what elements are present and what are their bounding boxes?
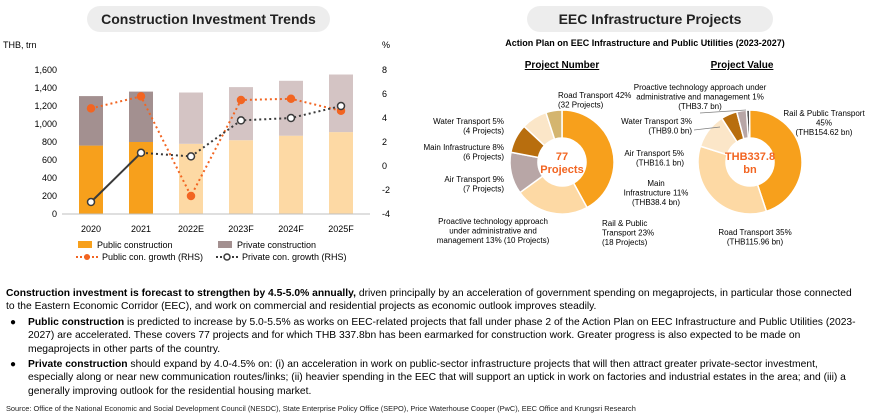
y2-tick-label: 0: [382, 161, 387, 171]
eec-subtitle: Action Plan on EEC Infrastructure and Pu…: [505, 38, 785, 48]
project-number-heading: Project Number: [525, 60, 600, 71]
bullet2-rest: should expand by 4.0-4.5% on: (i) an acc…: [28, 359, 846, 397]
number-label-rail: Rail & Public Transport 23% (18 Projects): [602, 219, 654, 247]
private-construction-paragraph: Private construction should expand by 4.…: [28, 358, 862, 398]
y-tick-label: 400: [42, 173, 57, 183]
legend-private-label: Private construction: [237, 240, 316, 250]
legend-public-growth-marker: [84, 254, 90, 260]
private-growth-point: [186, 152, 196, 161]
y2-tick-label: 2: [382, 137, 387, 147]
eec-projects-title: EEC Infrastructure Projects: [527, 6, 773, 32]
public-growth-point: [136, 92, 146, 101]
private-construction-bar: [279, 80, 303, 136]
y-tick-label: 1,400: [34, 83, 57, 93]
public-construction-bar: [229, 140, 253, 214]
project-value-slice: [697, 145, 768, 215]
number-label-proactive: Proactive technology approach under admin…: [437, 217, 550, 245]
private-growth-point: [136, 148, 146, 158]
private-construction-bar: [229, 87, 253, 141]
project-number-center: 77: [556, 151, 568, 163]
value-label-air: Air Transport 5% (THB16.1 bn): [624, 149, 684, 168]
private-growth-point: [336, 101, 346, 111]
project-value-center-unit: bn: [743, 164, 757, 176]
y2-tick-label: -4: [382, 209, 390, 219]
project-value-hole: [727, 139, 773, 185]
bullet1-rest: is predicted to increase by 5.0-5.5% as …: [28, 317, 856, 355]
value-label-rail: Rail & Public Transport 45% (THB154.62 bn): [783, 109, 865, 137]
number-label-air: Air Transport 9% (7 Projects): [444, 175, 504, 194]
public-construction-paragraph: Public construction is predicted to incr…: [28, 316, 862, 356]
y-tick-label: 1,200: [34, 101, 57, 111]
y-tick-label: 1,000: [34, 119, 57, 129]
value-label-main: Main Infrastructure 11% (THB38.4 bn): [624, 179, 689, 207]
right-axis-unit: %: [382, 40, 390, 50]
private-growth-point: [236, 116, 246, 125]
private-construction-bar: [179, 92, 203, 144]
project-number-center-unit: Projects: [540, 164, 583, 176]
x-tick-label: 2021: [131, 224, 151, 234]
public-construction-bar: [329, 132, 353, 214]
bullet-icon: ●: [10, 317, 17, 328]
private-growth-point: [286, 113, 296, 123]
y2-tick-label: -2: [382, 185, 390, 195]
bullet1-bold: Public construction: [28, 317, 125, 328]
value-label-proactive: Proactive technology approach under admin…: [634, 83, 767, 111]
investment-trends-title: Construction Investment Trends: [87, 6, 330, 32]
project-value-slice: [748, 109, 803, 213]
public-growth-point: [236, 95, 246, 105]
construction-investment-chart: THB, trn % 0 200 400 600 800 1,000 1,200 1,400 1,6…: [3, 40, 390, 262]
x-tick-label: 2023F: [228, 224, 254, 234]
private-growth-point: [86, 197, 96, 207]
y2-tick-label: 4: [382, 113, 387, 123]
project-number-slice: [544, 109, 563, 141]
intro-paragraph: Construction investment is forecast to s…: [6, 287, 862, 314]
x-tick-label: 2020: [81, 224, 101, 234]
project-number-slice: [561, 109, 615, 209]
public-growth-point: [86, 104, 96, 113]
x-tick-label: 2022E: [178, 224, 204, 234]
public-growth-point: [186, 191, 196, 201]
x-tick-label: 2025F: [328, 224, 354, 234]
number-label-water: Water Transport 5% (4 Projects): [433, 117, 504, 136]
public-construction-bar: [279, 135, 303, 214]
y-tick-label: 200: [42, 191, 57, 201]
eec-project-donuts: Action Plan on EEC Infrastructure and Pu…: [424, 38, 866, 247]
source-note: Source: Office of the National Economic …: [6, 404, 636, 413]
value-leader-line: [693, 126, 721, 131]
number-label-main: Main Infrastructure 8% (6 Projects): [424, 143, 505, 162]
project-value-heading: Project Value: [711, 60, 774, 71]
value-label-road: Road Transport 35% (THB115.96 bn): [718, 228, 791, 247]
intro-bold: Construction investment is forecast to s…: [6, 288, 356, 299]
private-construction-bar: [79, 96, 103, 146]
number-label-road: Road Transport 42% (32 Projects): [558, 91, 631, 110]
y2-tick-label: 8: [382, 65, 387, 75]
project-number-hole: [539, 139, 585, 185]
x-tick-label: 2024F: [278, 224, 304, 234]
public-growth-point: [286, 94, 296, 104]
y-tick-label: 0: [52, 209, 57, 219]
legend-private-growth-label: Private con. growth (RHS): [242, 252, 347, 262]
y2-tick-label: 6: [382, 89, 387, 99]
project-value-center: THB337.8: [725, 151, 775, 163]
public-growth-line: [90, 95, 342, 199]
legend-private-growth-marker: [223, 253, 231, 261]
bullet-icon: ●: [10, 359, 17, 370]
legend-public-growth-label: Public con. growth (RHS): [102, 252, 203, 262]
y-tick-label: 800: [42, 137, 57, 147]
y-tick-label: 600: [42, 155, 57, 165]
legend-public-label: Public construction: [97, 240, 173, 250]
bullet2-bold: Private construction: [28, 359, 128, 370]
project-value-slice: [735, 109, 750, 140]
value-leader-line: [699, 109, 747, 114]
legend-private-swatch: [218, 241, 232, 248]
value-label-water: Water Transport 3% (THB9.0 bn): [621, 117, 692, 136]
intro-rest: driven principally by an acceleration of…: [6, 288, 852, 313]
legend-public-swatch: [78, 241, 92, 248]
private-growth-line: [90, 152, 142, 203]
y-tick-label: 1,600: [34, 65, 57, 75]
left-axis-unit: THB, trn: [3, 40, 37, 50]
